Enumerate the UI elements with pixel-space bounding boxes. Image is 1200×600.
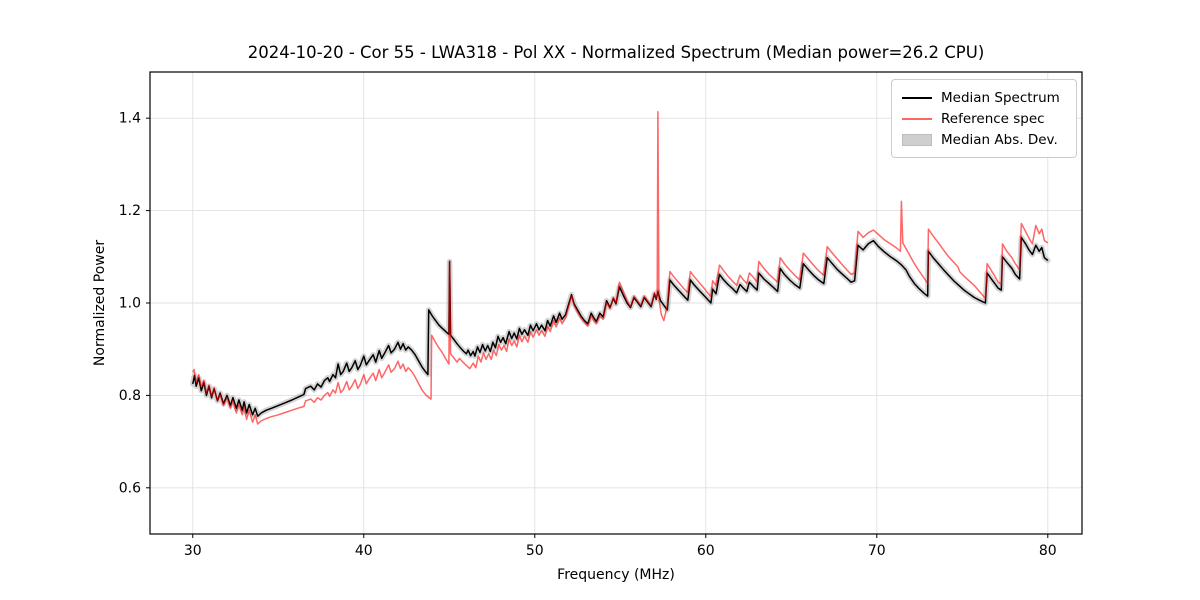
x-tick-label: 40	[355, 543, 373, 559]
legend-label-reference-spec: Reference spec	[941, 110, 1045, 127]
legend-item-median-abs-dev: Median Abs. Dev.	[902, 129, 1066, 150]
y-axis-label: Normalized Power	[92, 240, 108, 366]
chart-title: 2024-10-20 - Cor 55 - LWA318 - Pol XX - …	[248, 43, 985, 62]
x-tick-label: 60	[697, 543, 715, 559]
median-spectrum-line-swatch	[902, 96, 932, 99]
median-abs-dev-band	[190, 234, 1051, 419]
axis-ticks: 30 40 50 60 70 80 0.6 0.8 1.0 1.2 1.4	[119, 111, 1057, 559]
legend-item-median-spectrum: Median Spectrum	[902, 87, 1066, 108]
x-axis-label: Frequency (MHz)	[557, 567, 675, 583]
x-tick-label: 50	[526, 543, 544, 559]
y-tick-label: 0.6	[119, 480, 141, 496]
legend-label-median-abs-dev: Median Abs. Dev.	[941, 131, 1058, 148]
legend: Median Spectrum Reference spec Median Ab…	[891, 79, 1077, 158]
series-lines	[192, 110, 1049, 425]
series-median-spectrum	[192, 236, 1049, 417]
x-tick-label: 70	[868, 543, 886, 559]
y-tick-label: 0.8	[119, 388, 141, 404]
reference-spec-line-swatch	[902, 117, 932, 120]
median-abs-dev-patch-swatch	[902, 133, 932, 146]
x-tick-label: 30	[184, 543, 202, 559]
median-abs-dev-band-path	[190, 234, 1051, 419]
y-tick-label: 1.0	[119, 296, 141, 312]
series-reference-spec	[192, 110, 1049, 425]
y-tick-label: 1.2	[119, 203, 141, 219]
y-tick-label: 1.4	[119, 111, 141, 127]
x-tick-label: 80	[1039, 543, 1057, 559]
legend-label-median-spectrum: Median Spectrum	[941, 89, 1060, 106]
legend-item-reference-spec: Reference spec	[902, 108, 1066, 129]
